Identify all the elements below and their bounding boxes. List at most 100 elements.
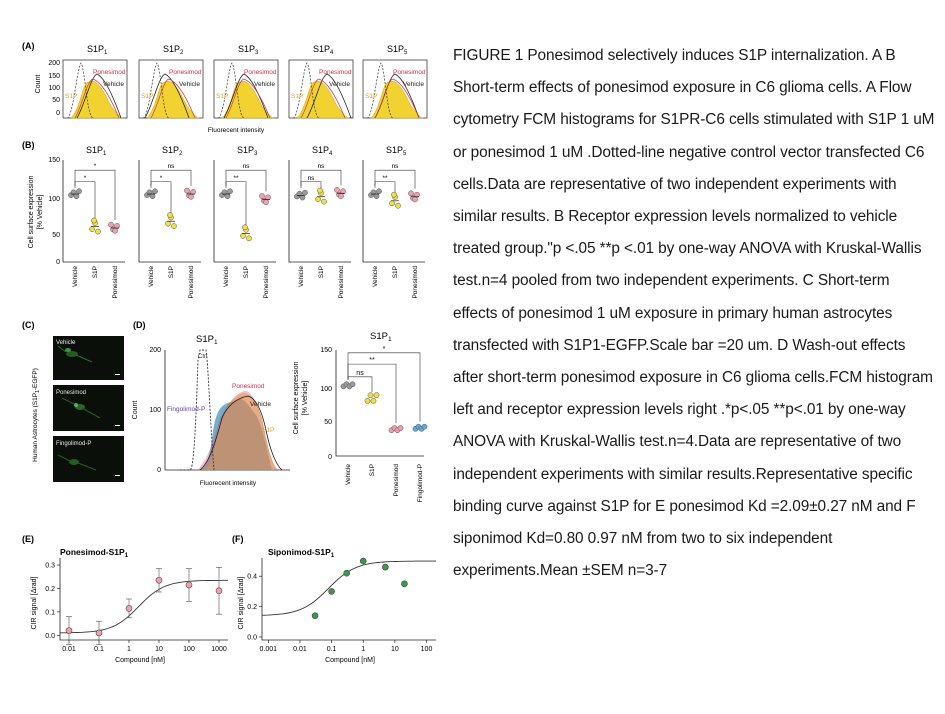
histogram-s1p: [296, 80, 350, 119]
axis: [62, 160, 125, 263]
fit-curve: [60, 579, 228, 634]
legend-ponesimod: Ponesimod: [319, 69, 352, 76]
sig-upper: ns: [318, 163, 326, 170]
sig-bracket-lower: [150, 181, 172, 214]
sig-bracket-upper: [225, 169, 267, 192]
histogram-control: [142, 62, 170, 119]
histogram-ponesimod: [225, 78, 271, 119]
sig-label: **: [369, 357, 375, 364]
sig-label: *: [383, 346, 386, 353]
panel-d-scatter-ylabel2: [% Vehicle]: [302, 381, 309, 416]
sig-label: ns: [356, 370, 364, 377]
histogram-s1p: [70, 80, 124, 119]
panel-label-b: (B): [22, 140, 35, 150]
category-label: Ponesimod: [263, 266, 270, 299]
figure-graphic: (A) Count 200 150 100 50 0 S1P1S1PPonesi…: [22, 41, 436, 664]
sig-lower: **: [382, 175, 388, 182]
panel-d-scatter-ylabel: Cell surface expression: [293, 362, 300, 435]
data-point: [391, 191, 397, 198]
data-point: [373, 193, 380, 200]
panel-c-side-label: Human Astrocytes (S1P1-EGFP): [32, 368, 41, 462]
data-point: [265, 194, 271, 201]
x-tick-label: 10: [155, 646, 163, 653]
axis: [213, 160, 276, 263]
x-tick-label: 100: [421, 646, 433, 653]
x-tick-label: 0.01: [293, 646, 307, 653]
y-tick-label: 0.2: [247, 604, 257, 611]
sig-bracket-lower: [300, 181, 322, 189]
data-point: [401, 580, 408, 588]
legend-fingolimod: Fingolimod-P: [167, 406, 205, 413]
micrograph-vehicle: Vehicle: [53, 336, 124, 380]
data-point: [408, 190, 414, 197]
category-label: Vehicle: [148, 266, 155, 287]
panel-d-scatter-ytick: 50: [324, 419, 332, 426]
category-label: Ponesimod: [393, 464, 400, 497]
micrograph-fingolimod: Fingolimod-P: [53, 436, 124, 482]
sig-lower: *: [84, 175, 87, 182]
histogram-title: S1P5: [387, 44, 408, 56]
panel-e-ylabel: CIR signal [Δrad]: [31, 576, 38, 629]
data-point: [73, 193, 80, 200]
data-point: [359, 557, 367, 565]
panel-d-scatter-ytick: 150: [320, 347, 332, 354]
panel-b-ylabel: Cell surface expression: [28, 176, 35, 249]
category-label: Vehicle: [372, 266, 379, 287]
axis: [138, 160, 201, 263]
data-point: [340, 188, 346, 195]
panel-a-ytick: 0: [56, 110, 60, 117]
panel-a-ylabel: Count: [35, 75, 42, 94]
legend-s1p: S1P: [141, 93, 153, 100]
legend-vehicle: Vehicle: [329, 81, 350, 88]
y-tick-label: 0.2: [45, 586, 55, 593]
panel-d-histogram: Ctrl Fingolimod-P Ponesimod Vehicle S1P: [164, 349, 290, 471]
legend-ctrl: Ctrl: [198, 354, 207, 360]
category-label: S1P: [243, 266, 250, 278]
data-point: [397, 425, 404, 431]
data-point: [242, 224, 248, 231]
panel-d-scatter: Vehicle S1P Ponesimod Fingolimod-Pns***: [335, 346, 428, 502]
figure: (A) Count 200 150 100 50 0 S1P1 S1P Ponesi…: [0, 0, 440, 709]
x-tick-label: 1: [361, 646, 365, 653]
sig-lower: ns: [308, 175, 316, 182]
histogram-vehicle: [76, 73, 122, 119]
data-point: [246, 235, 252, 242]
panel-a-ytick: 50: [52, 97, 60, 104]
panel-d-scatter-ytick: 0: [328, 454, 332, 461]
legend-s1p: S1P: [262, 427, 274, 434]
histogram-title: S1P3: [238, 44, 259, 56]
data-point: [112, 227, 118, 234]
histogram-s1p: [370, 80, 424, 119]
y-tick-label: 0.1: [45, 609, 55, 616]
data-point: [317, 187, 323, 194]
data-point: [114, 223, 120, 229]
panel-b-ytick: 150: [48, 157, 60, 164]
histogram-vehicle: [144, 73, 190, 119]
panel-a-histograms: S1P1 S1P Ponesimod Vehicle S1P2 S1P Ponesimod V…: [62, 44, 428, 119]
x-tick-label: 10: [391, 646, 399, 653]
data-point: [95, 629, 103, 637]
data-point: [165, 220, 171, 227]
data-point: [224, 193, 231, 200]
legend-s1p: S1P: [65, 93, 77, 100]
panel-f-ylabel: CIR signal [Δrad]: [238, 576, 245, 629]
y-tick-label: 0.4: [247, 574, 257, 581]
data-point: [421, 423, 428, 430]
data-point: [149, 193, 156, 200]
data-point: [315, 196, 321, 203]
panel-label-c: (C): [22, 320, 35, 330]
micrograph-label: Ponesimod: [56, 390, 86, 396]
sig-bracket-upper: [374, 169, 416, 189]
data-point: [343, 569, 350, 577]
category-label: Vehicle: [298, 266, 305, 287]
sig-bracket-lower: [374, 181, 396, 193]
data-point: [188, 193, 194, 200]
x-tick-label: 1000: [211, 646, 227, 653]
micrograph-ponesimod: Ponesimod: [53, 385, 124, 431]
panel-a-ytick: 100: [48, 85, 60, 92]
data-point: [414, 191, 420, 198]
category-label: Fingolimod-P: [417, 464, 424, 502]
panel-d-scatter-ytick: 100: [320, 386, 332, 393]
panel-label-f: (F): [232, 534, 244, 544]
